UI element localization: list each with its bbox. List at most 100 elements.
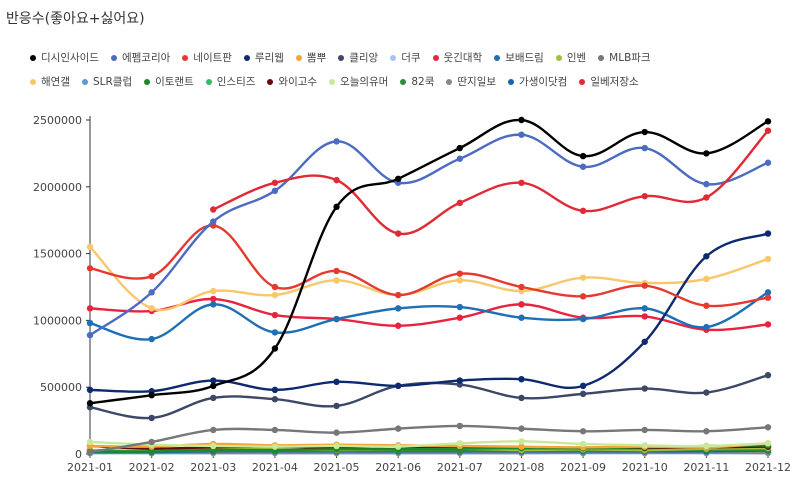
data-point (579, 163, 587, 170)
legend-marker-icon (579, 78, 586, 85)
legend-item[interactable]: 클리앙 (338, 50, 378, 65)
data-point (703, 428, 710, 435)
data-point (703, 194, 710, 201)
data-point (764, 424, 772, 431)
legend-item[interactable]: 일베저장소 (579, 74, 639, 89)
data-point (456, 314, 464, 321)
data-point (764, 440, 772, 447)
data-point (703, 442, 710, 450)
data-point (394, 382, 402, 390)
x-tick-label: 2021-10 (622, 461, 668, 474)
data-point (271, 345, 279, 352)
legend-item[interactable]: 더쿠 (390, 50, 421, 65)
data-point (703, 323, 710, 331)
y-tick-label: 500000 (40, 381, 82, 394)
data-point (86, 265, 94, 272)
data-point (394, 230, 402, 237)
legend-item[interactable]: 82쿡 (400, 74, 434, 89)
legend-marker-icon (205, 78, 212, 85)
legend-item[interactable]: 인벤 (555, 50, 586, 65)
legend-item[interactable]: MLB파크 (598, 50, 651, 65)
data-point (518, 394, 525, 402)
legend-label: 일베저장소 (590, 76, 639, 88)
data-point (764, 159, 772, 166)
data-point (764, 289, 772, 296)
data-point (86, 243, 94, 251)
data-point (394, 322, 402, 329)
legend-row: 해연갤 SLR클럽 이토랜트 인스티즈 와이고수 오늘의유머 82쿡 딴지일보 가생이닷컴 일베저… (30, 74, 790, 89)
data-point (641, 442, 648, 449)
series-line (89, 224, 769, 308)
legend-marker-icon (144, 78, 151, 85)
series-line (89, 424, 769, 454)
legend-item[interactable]: 에펨코리아 (110, 50, 170, 65)
data-point (518, 179, 525, 186)
data-point (333, 378, 340, 386)
data-point (333, 176, 340, 184)
x-tick-label: 2021-02 (129, 461, 175, 474)
legend-marker-icon (400, 78, 407, 85)
legend-item[interactable]: 루리웹 (243, 50, 284, 65)
data-point (703, 253, 710, 260)
legend-label: 디시인사이드 (41, 52, 99, 64)
x-tick-label: 2021-08 (498, 461, 544, 474)
data-point (579, 274, 587, 281)
data-point (210, 382, 217, 390)
legend-label: SLR클럽 (92, 76, 133, 88)
data-point (148, 392, 155, 399)
legend-label: 웃긴대학 (443, 52, 483, 64)
data-point (148, 289, 155, 296)
series-line (89, 440, 769, 448)
legend-item[interactable]: 뽐뿌 (295, 50, 327, 65)
y-tick-label: 2000000 (33, 181, 82, 194)
legend-item[interactable]: 이토랜트 (144, 74, 194, 89)
legend-item[interactable]: 네이트판 (182, 50, 232, 65)
legend-item[interactable]: 와이고수 (267, 74, 317, 89)
data-point (641, 313, 648, 320)
legend-item[interactable]: 인스티즈 (205, 74, 255, 89)
data-point (579, 152, 587, 160)
data-point (641, 338, 648, 345)
data-point (579, 440, 587, 448)
data-point (518, 438, 525, 445)
data-point (456, 155, 464, 162)
data-point (518, 314, 525, 321)
legend-item[interactable]: 웃긴대학 (432, 50, 483, 65)
legend-label: 뽐뿌 (306, 52, 327, 64)
data-point (333, 138, 340, 145)
data-point (641, 305, 648, 312)
data-point (86, 400, 94, 407)
data-point (394, 425, 402, 432)
data-point (764, 230, 772, 237)
legend-marker-icon (243, 54, 250, 61)
data-point (86, 386, 94, 394)
legend-item[interactable]: 보배드림 (494, 50, 544, 65)
data-point (456, 440, 464, 447)
legend-item[interactable]: 해연갤 (30, 74, 70, 89)
data-point (518, 131, 525, 138)
data-point (456, 377, 464, 384)
legend-marker-icon (508, 78, 515, 85)
data-point (579, 428, 587, 435)
legend-marker-icon (81, 78, 88, 85)
legend-item[interactable]: 딴지일보 (446, 74, 496, 89)
data-point (456, 277, 464, 284)
legend-marker-icon (30, 78, 36, 85)
data-point (333, 277, 340, 284)
y-tick-label: 1000000 (33, 314, 82, 327)
data-point (764, 321, 772, 328)
legend-item[interactable]: 오늘의유머 (329, 74, 388, 89)
series-line (89, 297, 769, 332)
y-tick-label: 1500000 (33, 248, 82, 261)
y-tick-label: 0 (75, 448, 82, 461)
data-point (703, 302, 710, 309)
x-tick-label: 2021-03 (190, 461, 236, 474)
legend-marker-icon (432, 54, 439, 61)
x-tick-label: 2021-11 (683, 461, 729, 474)
data-point (518, 375, 525, 383)
legend-item[interactable]: 가생이닷컴 (508, 74, 567, 89)
legend-item[interactable]: 디시인사이드 (30, 50, 99, 65)
chart-legend: 디시인사이드 에펨코리아 네이트판 루리웹 뽐뿌 클리앙 더쿠 웃긴대학 보배드림 인벤 MLB파크… (30, 50, 790, 98)
legend-item[interactable]: SLR클럽 (81, 74, 133, 89)
